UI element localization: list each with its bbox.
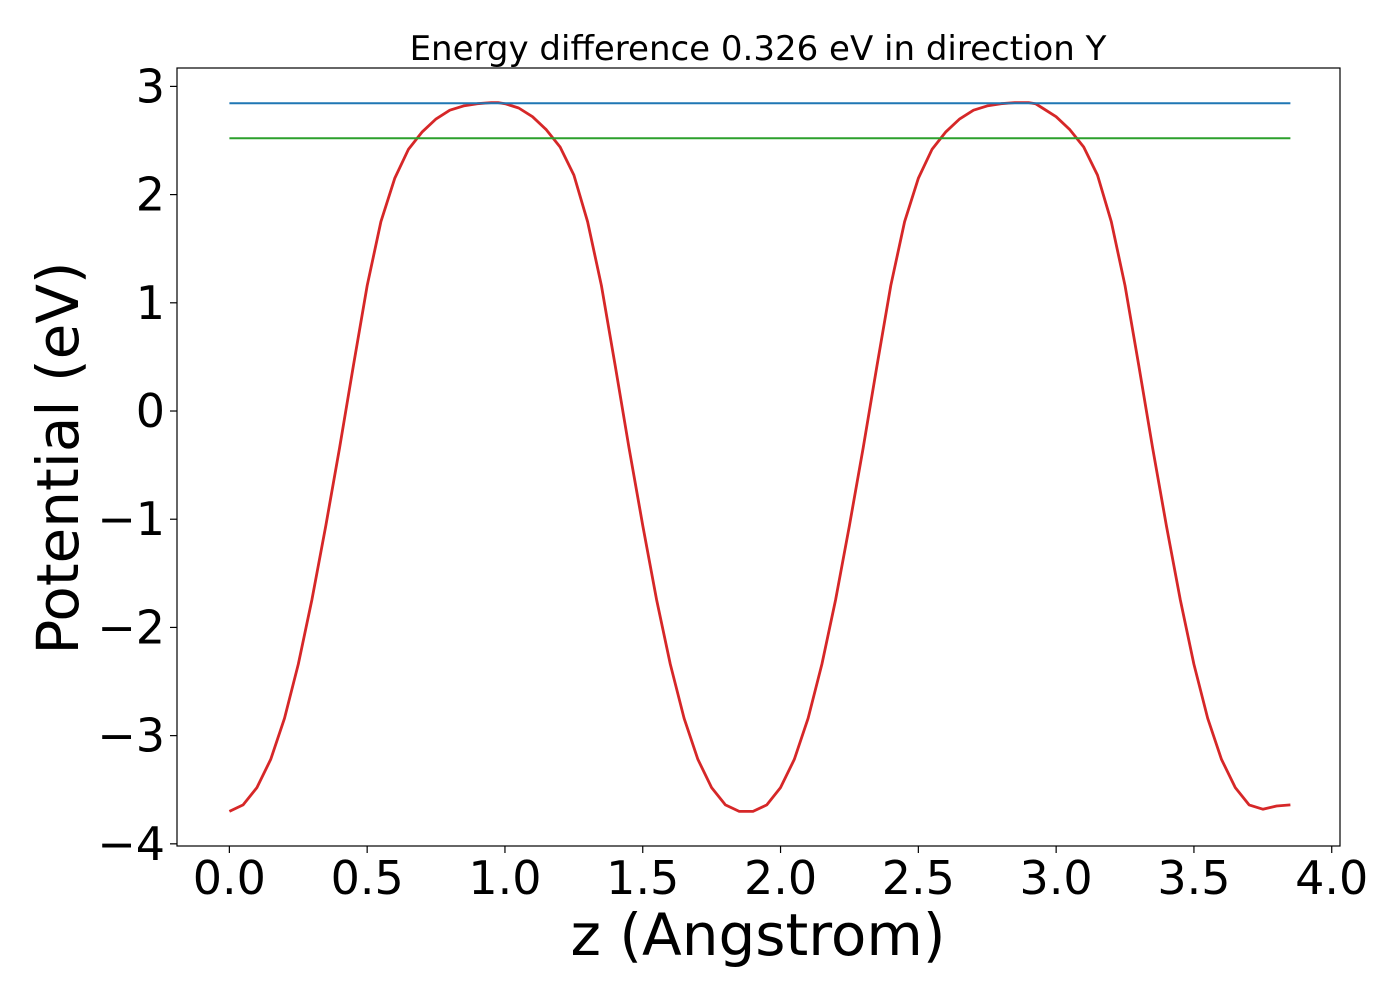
x-tick-label: 0.5 — [331, 851, 404, 905]
x-tick-label: 2.5 — [882, 851, 955, 905]
y-tick-label: 3 — [136, 59, 165, 113]
plot-area — [228, 101, 1291, 813]
plot-frame — [176, 67, 1341, 847]
x-tick-label: 2.0 — [744, 851, 817, 905]
y-tick-label: −1 — [97, 492, 165, 546]
y-tick-label: 0 — [136, 384, 165, 438]
chart-title: Energy difference 0.326 eV in direction … — [410, 29, 1107, 69]
y-axis-label: Potential (eV) — [24, 261, 92, 654]
x-tick-label: 3.0 — [1020, 851, 1093, 905]
x-tick-label: 1.0 — [468, 851, 541, 905]
y-tick-label: −2 — [97, 600, 165, 654]
x-tick-label: 1.5 — [606, 851, 679, 905]
x-tick-label: 0.0 — [193, 851, 266, 905]
y-tick-label: 2 — [136, 168, 165, 222]
y-axis: −4 −3 −2 −1 0 1 2 3 — [97, 59, 177, 871]
y-tick-label: −3 — [97, 709, 165, 763]
x-tick-label: 3.5 — [1157, 851, 1230, 905]
y-tick-label: −4 — [97, 817, 165, 871]
x-axis-label: z (Angstrom) — [571, 901, 946, 969]
series-line-0 — [228, 101, 1291, 813]
y-tick-label: 1 — [136, 276, 165, 330]
x-axis: 0.0 0.5 1.0 1.5 2.0 2.5 3.0 3.5 4.0 — [193, 846, 1368, 905]
x-tick-label: 4.0 — [1295, 851, 1368, 905]
